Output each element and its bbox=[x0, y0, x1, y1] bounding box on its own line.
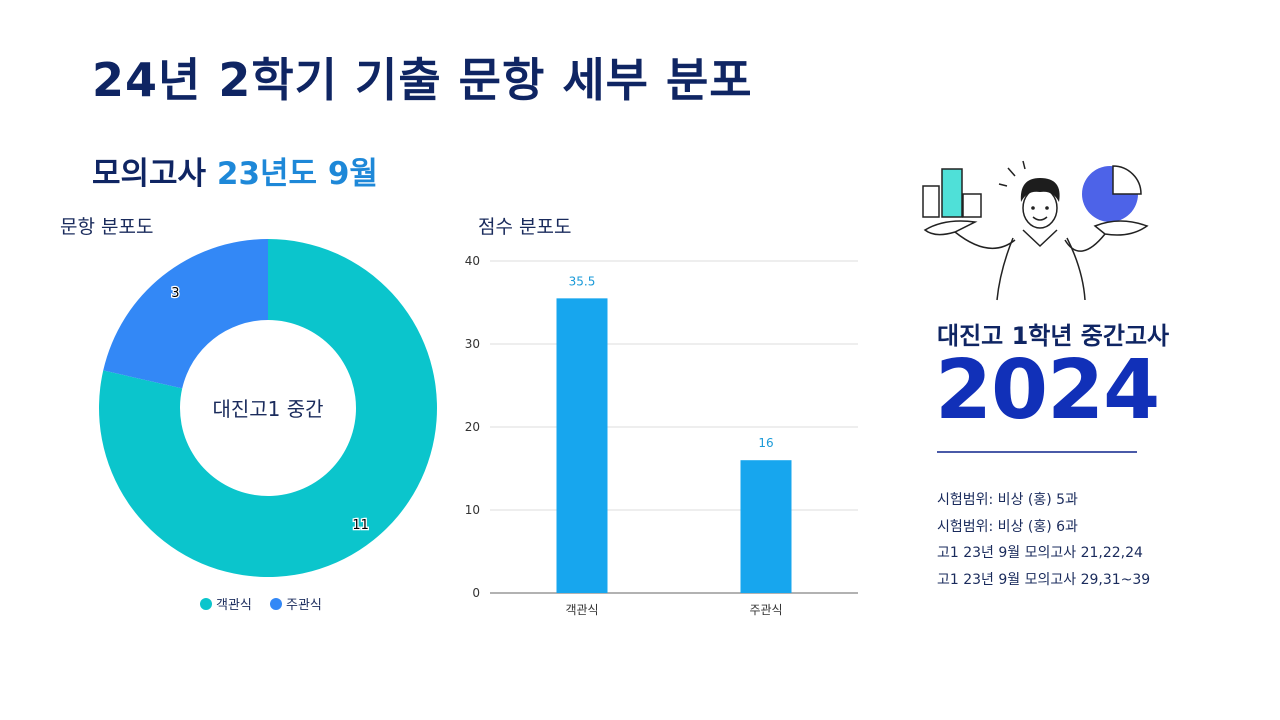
exam-range-item: 시험범위: 비상 (홍) 5과 bbox=[937, 492, 1078, 508]
donut-chart-title: 문항 분포도 bbox=[60, 216, 154, 238]
subtitle-prefix: 모의고사 bbox=[92, 156, 217, 192]
person-with-charts-illustration bbox=[915, 160, 1165, 314]
subtitle-highlight: 23년도 9월 bbox=[216, 156, 378, 192]
exam-range-item: 고1 23년 9월 모의고사 29,31~39 bbox=[937, 571, 1151, 588]
school-exam-title: 대진고 1학년 중간고사 bbox=[937, 322, 1170, 350]
donut-center-label: 대진고1 중간 bbox=[212, 397, 323, 421]
donut-value-label: 11 bbox=[352, 518, 369, 533]
donut-value-label: 3 bbox=[171, 286, 179, 301]
donut-slice-2 bbox=[103, 239, 268, 389]
bar bbox=[740, 460, 792, 593]
bar-graph-icon bbox=[941, 168, 963, 218]
exam-range-item: 시험범위: 비상 (홍) 6과 bbox=[937, 518, 1078, 535]
page-subtitle: 모의고사 23년도 9월 bbox=[92, 148, 378, 193]
legend-label: 객관식 bbox=[216, 598, 252, 613]
donut-chart: 11 3 대진고1 중간 객관식 주관식 bbox=[99, 239, 437, 613]
bar bbox=[556, 298, 608, 593]
hair bbox=[1020, 178, 1060, 202]
y-tick-label: 10 bbox=[465, 503, 480, 517]
y-tick-label: 0 bbox=[472, 586, 480, 600]
y-tick-label: 30 bbox=[465, 337, 480, 351]
exam-range-item: 고1 23년 9월 모의고사 21,22,24 bbox=[937, 545, 1143, 561]
bar-chart: 0 10 20 30 40 35.5 객관식 16 주관식 bbox=[465, 254, 858, 617]
bar-chart-title: 점수 분포도 bbox=[478, 216, 572, 238]
legend-swatch bbox=[270, 598, 282, 610]
x-tick-label: 주관식 bbox=[749, 603, 782, 617]
year-display: 2024 bbox=[935, 343, 1160, 438]
donut-slice-1 bbox=[99, 239, 437, 577]
y-tick-label: 20 bbox=[465, 420, 480, 434]
y-tick-label: 40 bbox=[465, 254, 480, 268]
bar-value-label: 35.5 bbox=[569, 274, 596, 288]
bar-value-label: 16 bbox=[758, 436, 773, 450]
face bbox=[1022, 187, 1058, 229]
legend-label: 주관식 bbox=[286, 598, 322, 613]
legend-swatch bbox=[200, 598, 212, 610]
exam-range-list: 시험범위: 비상 (홍) 5과 시험범위: 비상 (홍) 6과 고1 23년 9… bbox=[937, 487, 1150, 593]
divider-line bbox=[937, 451, 1137, 453]
page-title: 24년 2학기 기출 문항 세부 분포 bbox=[92, 53, 753, 107]
x-tick-label: 객관식 bbox=[565, 603, 598, 617]
